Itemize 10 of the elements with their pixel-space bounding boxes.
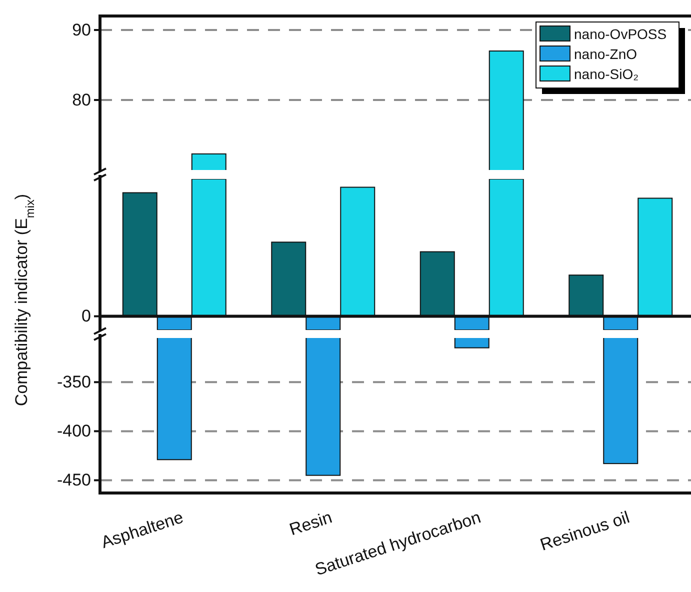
y-tick-label: 90 — [72, 20, 91, 40]
y-tick-label: -400 — [56, 422, 91, 441]
legend-label: nano-ZnO — [574, 46, 638, 62]
legend-label: nano-SiO₂ — [574, 66, 639, 82]
text: 0 — [82, 306, 91, 326]
y-tick-label: -450 — [56, 470, 91, 490]
y-tick-label: -350 — [56, 372, 91, 392]
x-tick-label: Resin — [287, 508, 334, 540]
legend-label: nano-OvPOSS — [574, 26, 667, 42]
y-tick-label: 80 — [72, 90, 91, 110]
